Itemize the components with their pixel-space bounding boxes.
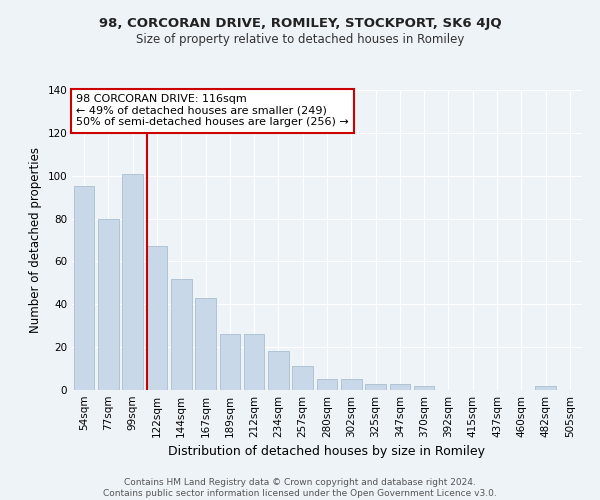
Bar <box>122 174 143 390</box>
X-axis label: Distribution of detached houses by size in Romiley: Distribution of detached houses by size … <box>169 446 485 458</box>
Text: 98, CORCORAN DRIVE, ROMILEY, STOCKPORT, SK6 4JQ: 98, CORCORAN DRIVE, ROMILEY, STOCKPORT, … <box>98 18 502 30</box>
Bar <box>195 298 216 390</box>
Bar <box>414 386 434 390</box>
Bar <box>98 218 119 390</box>
Text: Size of property relative to detached houses in Romiley: Size of property relative to detached ho… <box>136 32 464 46</box>
Bar <box>535 386 556 390</box>
Bar <box>220 334 240 390</box>
Bar <box>365 384 386 390</box>
Bar <box>317 380 337 390</box>
Bar <box>268 352 289 390</box>
Y-axis label: Number of detached properties: Number of detached properties <box>29 147 42 333</box>
Bar <box>292 366 313 390</box>
Bar <box>341 380 362 390</box>
Text: Contains HM Land Registry data © Crown copyright and database right 2024.
Contai: Contains HM Land Registry data © Crown c… <box>103 478 497 498</box>
Bar <box>389 384 410 390</box>
Bar <box>171 278 191 390</box>
Text: 98 CORCORAN DRIVE: 116sqm
← 49% of detached houses are smaller (249)
50% of semi: 98 CORCORAN DRIVE: 116sqm ← 49% of detac… <box>76 94 349 128</box>
Bar <box>74 186 94 390</box>
Bar <box>244 334 265 390</box>
Bar <box>146 246 167 390</box>
